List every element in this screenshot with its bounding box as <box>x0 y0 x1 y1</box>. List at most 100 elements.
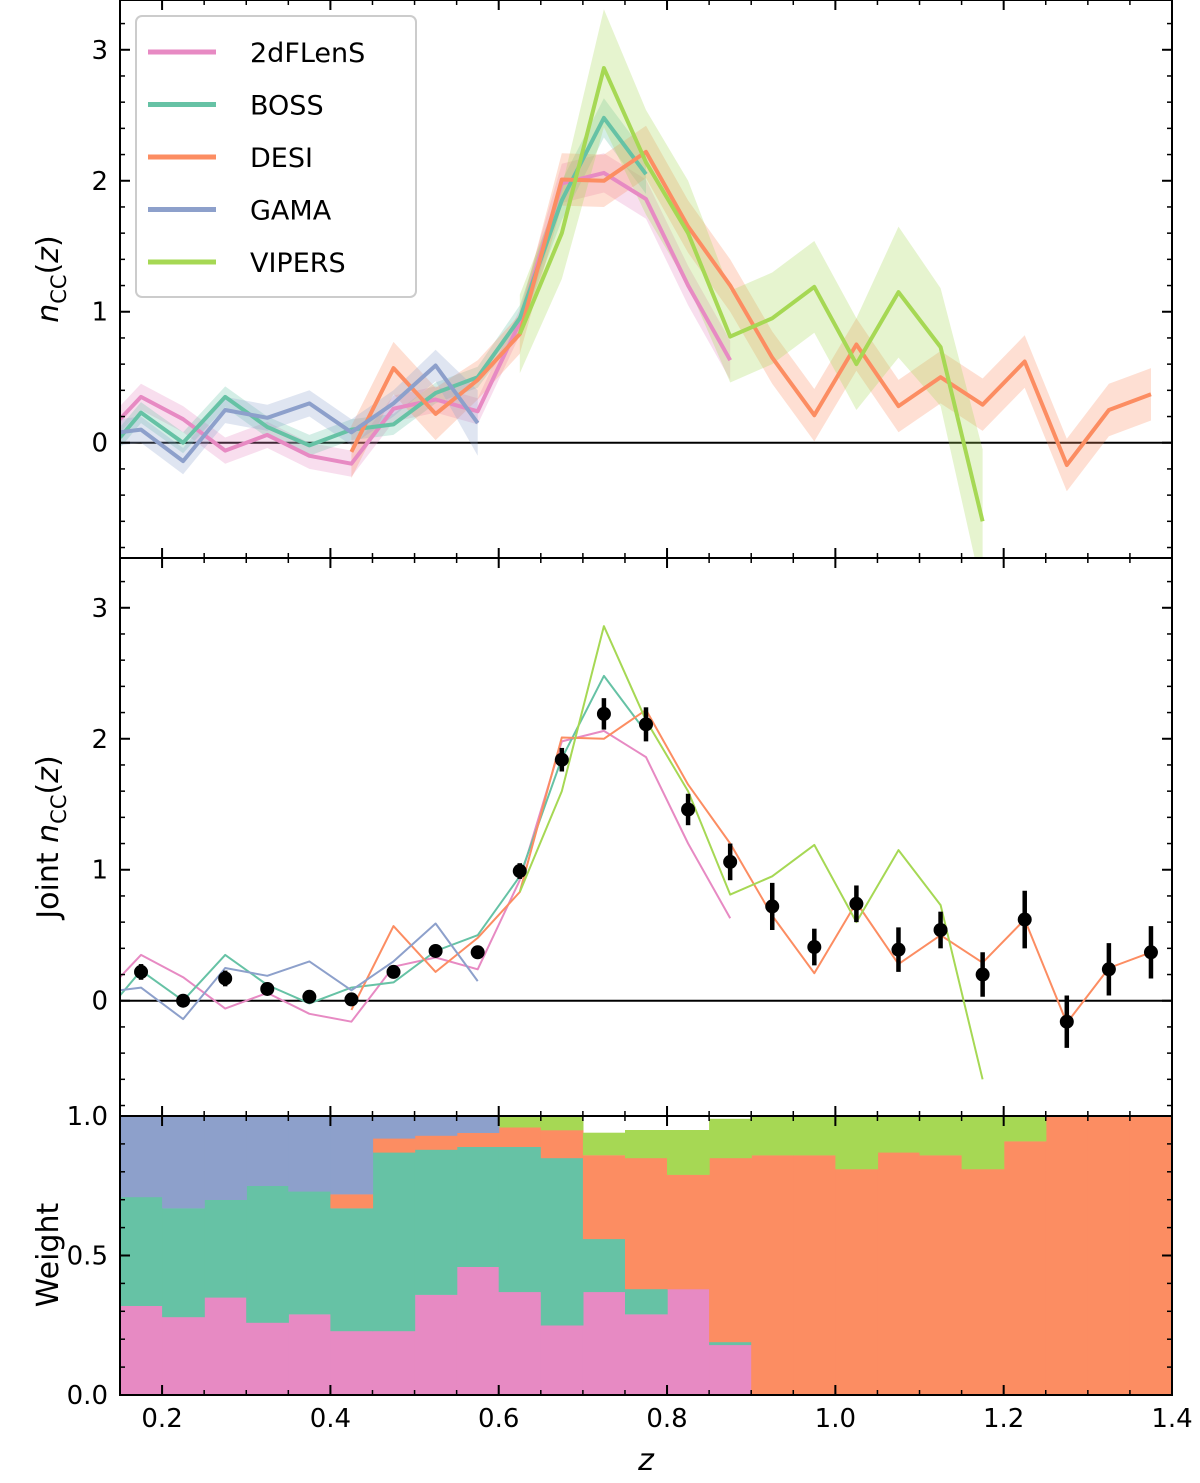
joint-point <box>344 992 359 1007</box>
weight-bar-gama <box>414 1116 458 1136</box>
axes-frames: 0 1 2 3 0 1 2 3 0.0 0.5 1.0 0.2 0.4 0.6 0.8 1.0 1.2 1.4 nC… <box>31 0 1193 1478</box>
middle-panel <box>120 625 1172 1080</box>
joint-point <box>1143 945 1158 960</box>
x-tick-label: 0.2 <box>141 1404 182 1434</box>
weight-bar-desi <box>1045 1116 1089 1395</box>
x-axis-label: z <box>637 1443 655 1478</box>
top-plot-area <box>120 9 1172 558</box>
joint-point <box>512 864 527 879</box>
joint-point <box>470 945 485 960</box>
top-y-tick-label: 1 <box>91 298 108 328</box>
weight-bar-boss <box>540 1157 584 1326</box>
joint-point <box>596 706 611 721</box>
joint-point <box>260 981 275 996</box>
weight-bar-vipers <box>667 1130 710 1175</box>
joint-point <box>218 971 233 986</box>
band-boss <box>120 98 646 456</box>
weight-bar-boss <box>625 1289 668 1315</box>
joint-point <box>1059 1014 1074 1029</box>
weight-bar-2dflens <box>162 1316 205 1395</box>
weight-bar-desi <box>582 1155 626 1240</box>
weight-bar-2dflens <box>582 1291 626 1395</box>
thin-line-desi <box>350 708 1152 1024</box>
weight-bar-desi <box>1003 1141 1047 1395</box>
weight-bar-desi <box>456 1132 500 1147</box>
bottom-plot-area <box>120 1116 1172 1395</box>
joint-point <box>975 967 990 982</box>
mid-y-tick-label: 2 <box>91 725 108 755</box>
weight-bar-2dflens <box>625 1314 668 1395</box>
weight-bar-desi <box>709 1157 752 1343</box>
x-tick-label: 1.0 <box>815 1404 856 1434</box>
joint-point <box>639 717 653 732</box>
joint-point <box>849 896 864 911</box>
middle-plot-area <box>120 625 1172 1080</box>
legend-label-boss: BOSS <box>250 91 324 122</box>
thin-line-2dflens <box>120 729 732 1023</box>
joint-point <box>1101 962 1116 977</box>
bot-y-tick-label: 0.0 <box>67 1381 108 1411</box>
x-tick-label: 0.8 <box>646 1404 687 1434</box>
x-tick-label: 1.4 <box>1151 1404 1192 1434</box>
joint-point <box>176 993 191 1008</box>
line-boss <box>120 115 648 448</box>
weight-bar-boss <box>456 1146 500 1267</box>
thin-line-boss <box>120 674 647 1005</box>
joint-point <box>1017 912 1032 927</box>
mid-y-tick-label: 0 <box>91 987 108 1017</box>
weight-bar-2dflens <box>246 1322 289 1395</box>
line-desi <box>349 149 1152 467</box>
weight-bar-boss <box>204 1199 247 1298</box>
top-panel: 2dFLenS BOSS DESI GAMA VIPERS <box>120 9 1172 558</box>
weight-bar-desi <box>919 1155 963 1395</box>
weight-bar-2dflens <box>120 1305 163 1395</box>
weight-bar-2dflens <box>498 1291 542 1395</box>
weight-bar-desi <box>835 1169 879 1395</box>
joint-point <box>933 923 948 937</box>
weight-bar-desi <box>625 1157 668 1290</box>
legend-label-2dflens: 2dFLenS <box>250 38 365 69</box>
bottom-panel <box>120 1116 1172 1395</box>
weight-bar-2dflens <box>372 1330 416 1395</box>
joint-point <box>807 940 822 955</box>
weight-bar-desi <box>414 1135 458 1150</box>
weight-bar-gama <box>372 1116 416 1139</box>
weight-bar-vipers <box>1003 1116 1047 1142</box>
joint-point <box>765 899 780 914</box>
line-gama <box>120 363 480 464</box>
weight-bar-desi <box>751 1155 794 1395</box>
weight-bar-desi <box>877 1152 921 1395</box>
weight-bar-vipers <box>919 1116 963 1156</box>
weight-bar-desi <box>1087 1116 1131 1395</box>
x-tick-label: 0.4 <box>310 1404 351 1434</box>
weight-bar-boss <box>162 1208 205 1318</box>
weight-bar-2dflens <box>414 1294 458 1395</box>
weight-bar-boss <box>372 1152 416 1332</box>
joint-point <box>891 942 906 957</box>
legend: 2dFLenS BOSS DESI GAMA VIPERS <box>135 15 417 298</box>
weight-bar-desi <box>540 1130 584 1159</box>
weight-bar-vipers <box>877 1116 921 1153</box>
weight-bar-2dflens <box>540 1325 584 1395</box>
weight-bar-2dflens <box>667 1289 710 1395</box>
mid-y-tick-label: 1 <box>91 856 108 886</box>
weight-bar-gama <box>246 1116 289 1186</box>
weight-bar-boss <box>414 1149 458 1295</box>
weight-bar-boss <box>246 1185 289 1323</box>
weight-bar-vipers <box>540 1116 584 1131</box>
weight-bar-desi <box>372 1138 416 1153</box>
weight-bar-2dflens <box>330 1330 374 1395</box>
weight-bar-2dflens <box>709 1344 752 1395</box>
weight-bar-boss <box>582 1238 626 1293</box>
line-vipers <box>517 66 985 522</box>
weight-bar-2dflens <box>456 1266 500 1395</box>
legend-label-gama: GAMA <box>250 196 332 227</box>
weight-bar-desi <box>961 1169 1005 1395</box>
top-y-tick-label: 2 <box>91 167 108 197</box>
weight-bar-boss <box>498 1146 542 1293</box>
joint-point <box>681 802 696 817</box>
middle-y-axis-label: Joint nCC(z) <box>31 755 71 920</box>
joint-point <box>428 943 443 958</box>
band-2dflens <box>120 153 731 477</box>
weight-bar-gama <box>330 1116 374 1195</box>
